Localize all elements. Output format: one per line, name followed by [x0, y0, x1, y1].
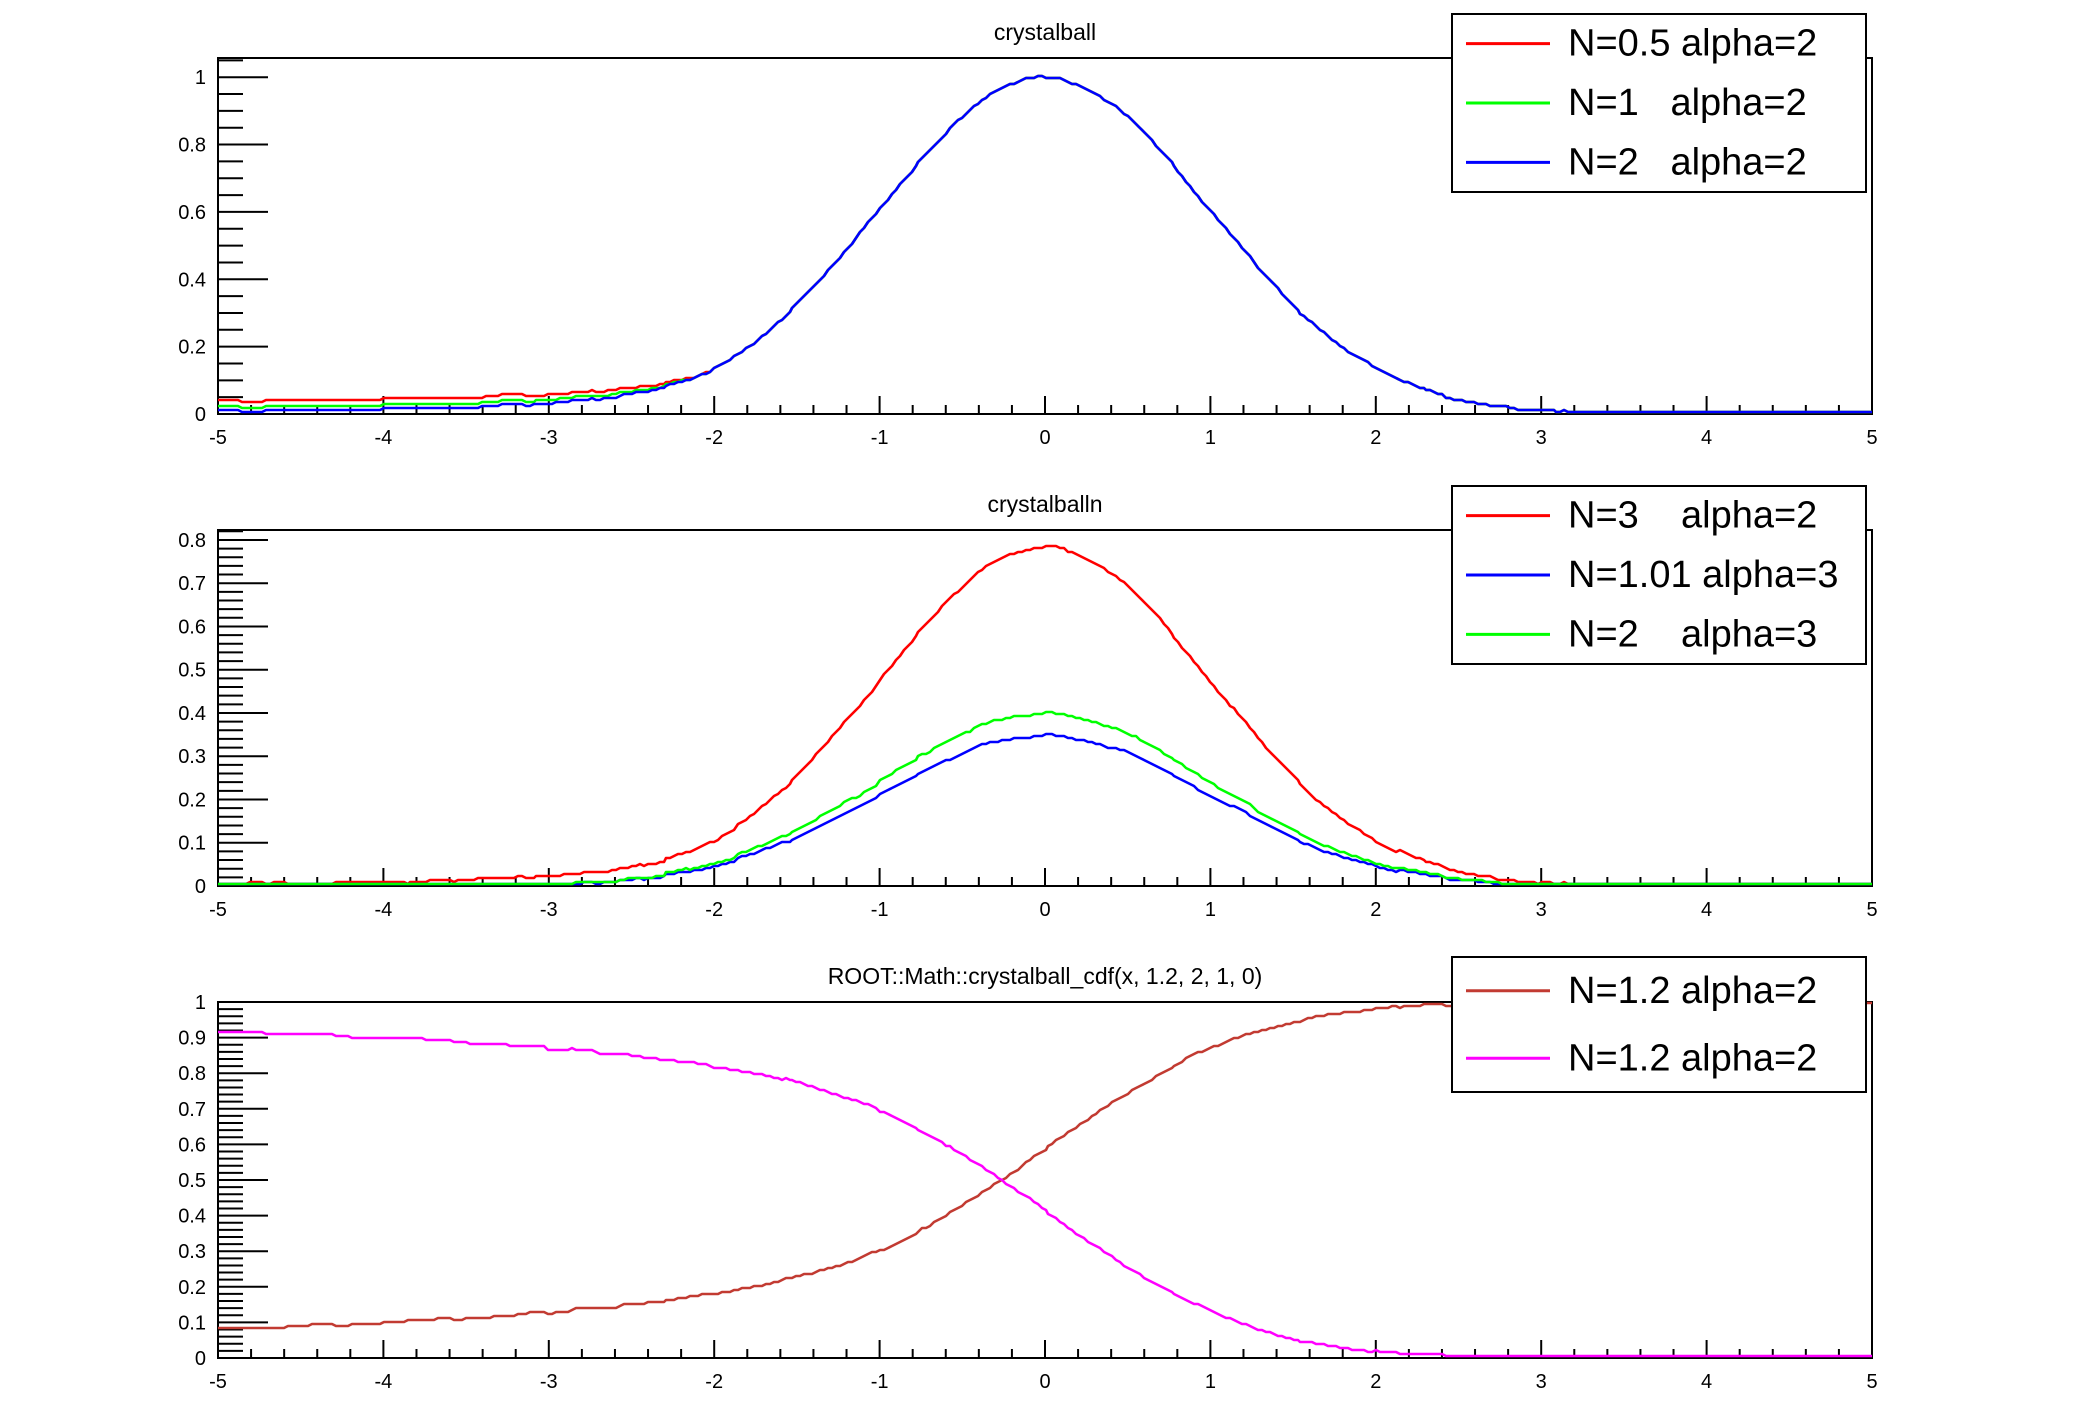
x-tick-label: 4: [1701, 899, 1712, 921]
x-tick-label: -3: [540, 427, 558, 449]
x-tick-label: 2: [1370, 427, 1381, 449]
x-tick-label: -4: [375, 1371, 393, 1393]
panel-crystalball: -5 -4 -3 -2 -1 0 1 2 3 4 5 0 0.2 0.4 0.6 0.8 1 crystalba…: [178, 13, 1878, 449]
y-tick-label: 0.4: [178, 269, 206, 291]
x-tick-label: 4: [1701, 427, 1712, 449]
x-tick-label: 3: [1536, 427, 1547, 449]
x-tick-label: -4: [375, 899, 393, 921]
x-tick-label: -4: [375, 427, 393, 449]
x-tick-label: -2: [705, 1371, 723, 1393]
y-tick-label: 0.8: [178, 1063, 206, 1085]
y-tick-label: 0: [195, 876, 206, 898]
y-tick-label: 0: [195, 1348, 206, 1370]
y-tick-label: 1: [195, 67, 206, 89]
x-tick-label: 0: [1039, 1371, 1050, 1393]
legend-entry-label: N=1.2 alpha=2: [1568, 970, 1817, 1012]
x-tick-label: 0: [1039, 427, 1050, 449]
x-tick-label: 5: [1866, 427, 1877, 449]
x-tick-label: 0: [1039, 899, 1050, 921]
series-group: [218, 544, 1872, 886]
y-tick-label: 0: [195, 404, 206, 426]
y-tick-label: 0.3: [178, 1241, 206, 1263]
series-line: [218, 732, 1872, 886]
legend-entry-label: N=1.2 alpha=2: [1568, 1037, 1817, 1079]
y-tick-label: 0.1: [178, 1312, 206, 1334]
y-tick-label: 0.4: [178, 703, 206, 725]
x-tick-label: 2: [1370, 1371, 1381, 1393]
page-title: ROOT::Math::crystalball_cdf(x, 1.2, 2, 1…: [828, 963, 1263, 989]
y-tick-label: 0.5: [178, 660, 206, 682]
series-line: [218, 710, 1872, 886]
y-tick-label: 0.4: [178, 1206, 206, 1228]
series-line: [218, 74, 1872, 414]
x-tick-label: -3: [540, 1371, 558, 1393]
y-tick-label: 0.2: [178, 1277, 206, 1299]
y-tick-label: 0.6: [178, 202, 206, 224]
x-tick-label: -5: [209, 1371, 227, 1393]
x-tick-label: 1: [1205, 1371, 1216, 1393]
y-tick-label: 0.8: [178, 135, 206, 157]
x-tick-label: 3: [1536, 1371, 1547, 1393]
legend-entry-label: N=2 alpha=3: [1568, 613, 1817, 655]
page-title: crystalballn: [987, 491, 1102, 517]
y-tick-label: 0.7: [178, 573, 206, 595]
legend-entry-label: N=1 alpha=2: [1568, 82, 1807, 124]
x-tick-label: -2: [705, 427, 723, 449]
y-tick-label: 0.1: [178, 833, 206, 855]
y-tick-label: 0.2: [178, 337, 206, 359]
page-title: crystalball: [994, 19, 1096, 45]
x-tick-label: 3: [1536, 899, 1547, 921]
x-tick-label: -1: [871, 899, 889, 921]
legend-entry-label: N=0.5 alpha=2: [1568, 23, 1817, 65]
y-tick-label: 0.8: [178, 530, 206, 552]
legend-entry-label: N=3 alpha=2: [1568, 495, 1817, 537]
y-tick-label: 1: [195, 992, 206, 1014]
panel-crystalballn: -5 -4 -3 -2 -1 0 1 2 3 4 5 0 0.1 0.2 0.3 0.4 0.5 0.6 0.7 0.…: [178, 485, 1878, 921]
series-line: [218, 1030, 1872, 1358]
x-tick-label: 5: [1866, 899, 1877, 921]
y-tick-label: 0.2: [178, 789, 206, 811]
x-tick-label: -5: [209, 899, 227, 921]
legend-entry-label: N=2 alpha=2: [1568, 141, 1807, 183]
y-tick-label: 0.6: [178, 616, 206, 638]
x-tick-label: -1: [871, 427, 889, 449]
series-group: [218, 74, 1872, 414]
x-tick-label: -5: [209, 427, 227, 449]
y-tick-label: 0.3: [178, 746, 206, 768]
x-tick-label: -3: [540, 899, 558, 921]
x-tick-label: 5: [1866, 1371, 1877, 1393]
x-tick-label: -1: [871, 1371, 889, 1393]
x-tick-label: 2: [1370, 899, 1381, 921]
panel-crystalball-cdf: -5 -4 -3 -2 -1 0 1 2 3 4 5 0 0.1 0.2 0.3 0.4 0.5 0.6 0.7 0.…: [178, 956, 1878, 1393]
legend-box: [1451, 956, 1867, 1093]
x-tick-label: 4: [1701, 1371, 1712, 1393]
legend-entry-label: N=1.01 alpha=3: [1568, 554, 1838, 596]
y-tick-label: 0.5: [178, 1170, 206, 1192]
x-tick-label: 1: [1205, 899, 1216, 921]
y-tick-label: 0.6: [178, 1134, 206, 1156]
y-tick-label: 0.7: [178, 1099, 206, 1121]
x-tick-label: 1: [1205, 427, 1216, 449]
y-tick-label: 0.9: [178, 1028, 206, 1050]
x-tick-label: -2: [705, 899, 723, 921]
